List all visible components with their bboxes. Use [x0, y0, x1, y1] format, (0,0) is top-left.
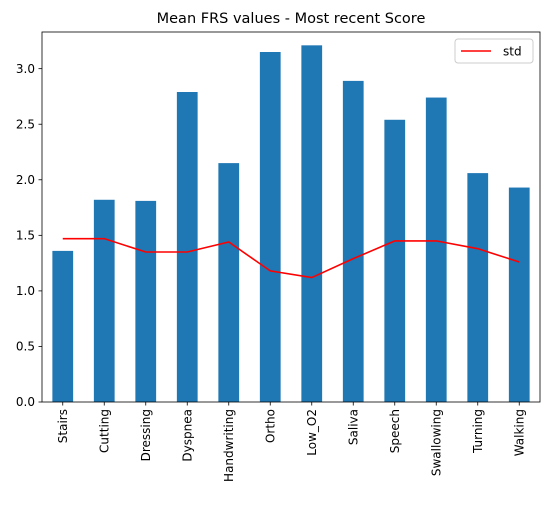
- bar-cutting: [93, 199, 115, 402]
- bar-low_o2: [301, 45, 323, 402]
- x-tick-label: Low_O2: [305, 409, 319, 456]
- legend-box: [454, 38, 534, 64]
- y-tick-label: 1.5: [16, 229, 35, 243]
- bar-swallowing: [425, 97, 447, 403]
- x-tick-label: Speech: [388, 409, 402, 453]
- y-tick-label: 2.0: [16, 173, 35, 187]
- y-axis: 0.0 0.5 1.0 1.5 2.0 2.5 3.0: [16, 62, 42, 409]
- y-tick-label: 0.0: [16, 395, 35, 409]
- bar-speech: [384, 119, 406, 403]
- legend-std-label: std: [503, 45, 522, 59]
- chart-title: Mean FRS values - Most recent Score: [157, 11, 426, 27]
- bar-dressing: [135, 200, 157, 402]
- bar-walking: [508, 187, 530, 402]
- y-tick-label: 0.5: [16, 340, 35, 354]
- x-axis: Stairs Cutting Dressing Dyspnea Handwriting O…: [56, 402, 527, 482]
- x-tick-label: Dressing: [139, 409, 153, 461]
- bar-dyspnea: [176, 92, 198, 402]
- bar-saliva: [342, 80, 364, 402]
- x-tick-label: Handwriting: [222, 409, 236, 482]
- x-tick-label: Turning: [471, 409, 485, 454]
- legend: std: [454, 38, 534, 64]
- std-line-layer: [62, 237, 520, 279]
- x-tick-label: Cutting: [98, 409, 112, 453]
- y-tick-label: 2.5: [16, 117, 35, 131]
- plot-frame: [41, 31, 541, 403]
- x-tick-label: Swallowing: [430, 409, 444, 476]
- bar-handwriting: [218, 163, 240, 402]
- std-line: [62, 237, 520, 279]
- x-tick-label: Ortho: [264, 409, 278, 443]
- bar-stairs: [52, 250, 74, 402]
- bar-turning: [467, 173, 489, 402]
- x-tick-label: Saliva: [347, 409, 361, 445]
- y-tick-label: 3.0: [16, 62, 35, 76]
- bar-ortho: [259, 52, 281, 402]
- bars-layer: [52, 45, 530, 403]
- x-tick-label: Stairs: [56, 409, 70, 443]
- x-tick-label: Dyspnea: [181, 409, 195, 462]
- x-tick-label: Walking: [513, 409, 527, 456]
- y-tick-label: 1.0: [16, 284, 35, 298]
